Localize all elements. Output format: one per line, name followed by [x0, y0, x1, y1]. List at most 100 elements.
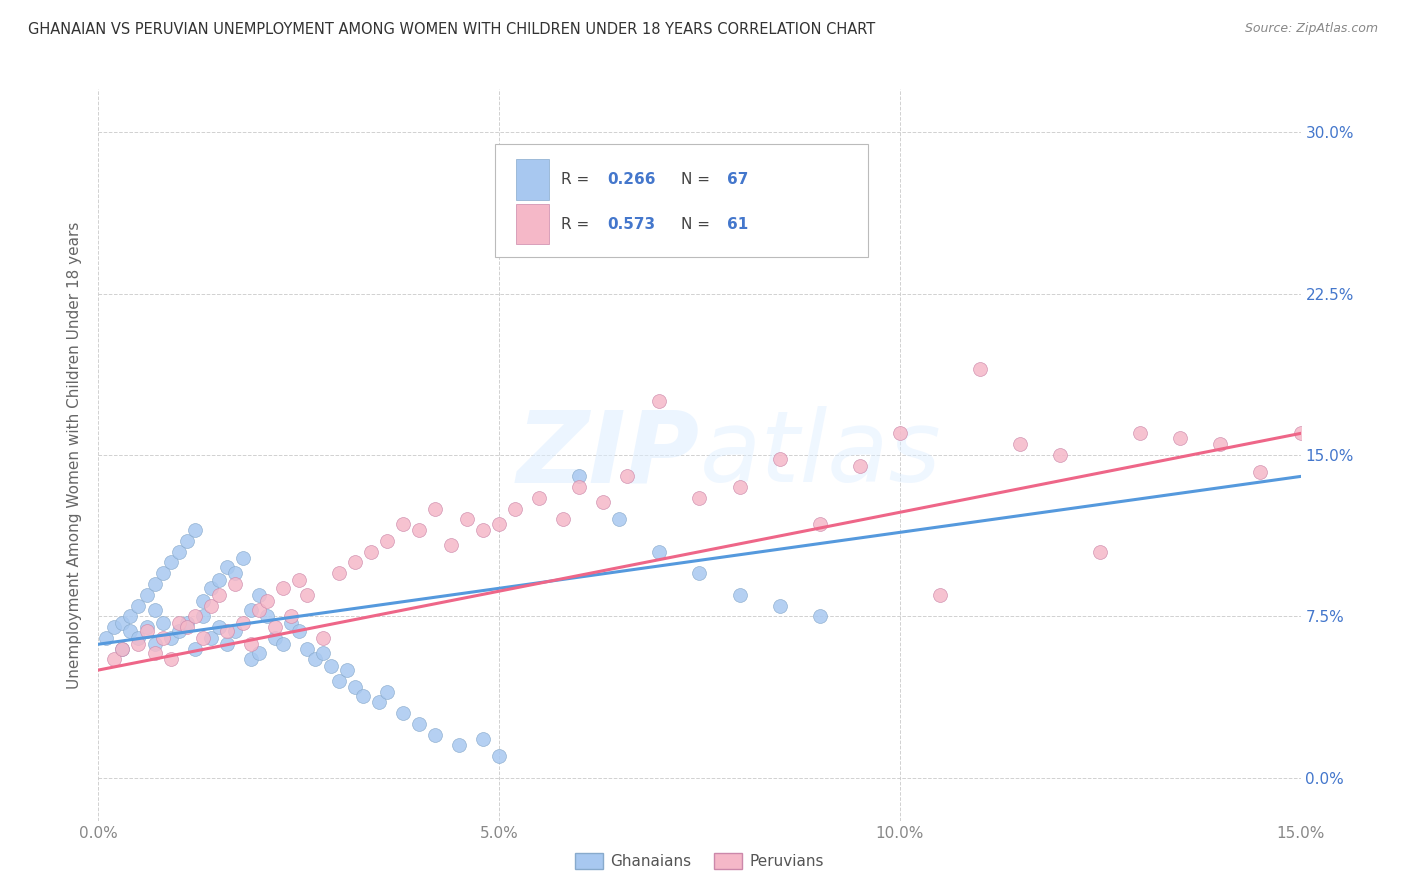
Point [360, 545, 382, 559]
Point [689, 491, 711, 505]
Point [96, 631, 118, 645]
Point [200, 631, 222, 645]
Point [328, 566, 350, 581]
Point [368, 695, 391, 709]
Point [111, 641, 134, 656]
Point [553, 512, 575, 526]
Point [103, 620, 125, 634]
Point [689, 233, 711, 247]
Point [1010, 437, 1032, 451]
Point [375, 684, 398, 698]
Point [183, 523, 205, 537]
Point [183, 641, 205, 656]
Point [247, 646, 270, 660]
Point [152, 566, 174, 581]
Point [208, 573, 231, 587]
Text: R =: R = [561, 217, 595, 232]
Point [152, 615, 174, 630]
Point [423, 501, 446, 516]
Point [159, 631, 181, 645]
Point [224, 577, 246, 591]
FancyBboxPatch shape [516, 160, 550, 200]
Point [263, 620, 285, 634]
Point [392, 706, 415, 720]
Point [183, 609, 205, 624]
Point [128, 599, 150, 613]
Point [176, 533, 198, 548]
Point [111, 641, 134, 656]
Point [239, 603, 262, 617]
Point [769, 452, 792, 467]
Point [247, 603, 270, 617]
Point [529, 491, 551, 505]
Text: 0.266: 0.266 [607, 172, 655, 187]
Point [167, 624, 190, 639]
Point [408, 523, 430, 537]
Point [488, 749, 510, 764]
Point [529, 190, 551, 204]
Point [215, 559, 238, 574]
Text: N =: N = [682, 172, 716, 187]
Point [1170, 431, 1192, 445]
Point [969, 362, 991, 376]
Point [616, 469, 638, 483]
Text: atlas: atlas [700, 407, 941, 503]
Text: R =: R = [561, 172, 595, 187]
Point [247, 588, 270, 602]
Text: 67: 67 [727, 172, 748, 187]
Point [120, 624, 142, 639]
Point [849, 458, 872, 473]
Point [232, 551, 254, 566]
Point [295, 641, 318, 656]
Point [232, 615, 254, 630]
Point [408, 716, 430, 731]
Point [111, 615, 134, 630]
Text: 61: 61 [727, 217, 748, 232]
Point [135, 624, 157, 639]
Point [224, 624, 246, 639]
Point [1209, 437, 1232, 451]
Point [808, 609, 831, 624]
Point [159, 652, 181, 666]
Point [288, 624, 311, 639]
Point [263, 631, 285, 645]
Point [1289, 426, 1312, 441]
Point [143, 577, 166, 591]
Point [167, 615, 190, 630]
Point [728, 480, 751, 494]
Point [191, 631, 214, 645]
Point [1250, 465, 1272, 479]
Point [343, 680, 366, 694]
Point [1129, 426, 1152, 441]
Point [352, 689, 374, 703]
Point [1049, 448, 1071, 462]
Point [568, 469, 591, 483]
Point [456, 512, 478, 526]
Point [889, 426, 911, 441]
Point [103, 652, 125, 666]
Point [295, 588, 318, 602]
Point [176, 615, 198, 630]
Point [208, 588, 231, 602]
Point [488, 516, 510, 531]
Point [191, 594, 214, 608]
Point [312, 631, 335, 645]
Point [143, 603, 166, 617]
Y-axis label: Unemployment Among Women with Children Under 18 years: Unemployment Among Women with Children U… [67, 221, 83, 689]
Point [375, 533, 398, 548]
Text: 0.573: 0.573 [607, 217, 655, 232]
Point [568, 480, 591, 494]
Point [472, 523, 495, 537]
Point [208, 620, 231, 634]
Point [135, 620, 157, 634]
Point [503, 501, 526, 516]
Point [769, 599, 792, 613]
Point [200, 582, 222, 596]
Point [808, 516, 831, 531]
Point [592, 495, 614, 509]
Point [159, 556, 181, 570]
Point [143, 646, 166, 660]
Point [440, 538, 463, 552]
Point [336, 663, 359, 677]
Text: GHANAIAN VS PERUVIAN UNEMPLOYMENT AMONG WOMEN WITH CHILDREN UNDER 18 YEARS CORRE: GHANAIAN VS PERUVIAN UNEMPLOYMENT AMONG … [28, 22, 876, 37]
